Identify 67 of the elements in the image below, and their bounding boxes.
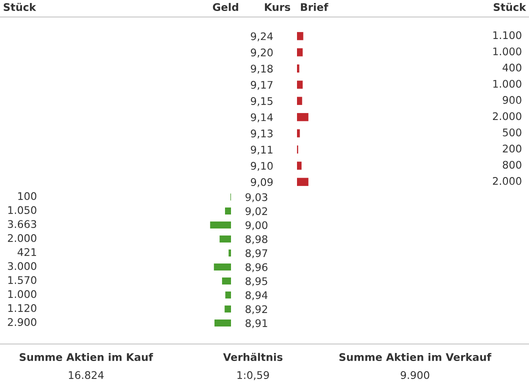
data-label: 900 (502, 96, 522, 104)
data-label: 1.050 (8, 206, 36, 214)
data-label: 200 (502, 144, 522, 153)
data-label: 100 (18, 192, 36, 200)
data-label: 1.570 (8, 276, 36, 284)
y-tick-label: 8,96 (246, 263, 268, 272)
text: Verhältnis (223, 352, 282, 362)
y-tick-label: 8,95 (246, 277, 268, 286)
data-label: 500 (502, 128, 522, 136)
bar (214, 320, 231, 326)
text: 16.824 (68, 371, 104, 380)
data-label: 1.100 (493, 31, 522, 40)
y-tick-label: 9,24 (250, 32, 273, 42)
bar (225, 208, 231, 214)
data-label: 1.000 (493, 80, 522, 88)
bar (297, 162, 302, 170)
y-tick-label: 9,13 (250, 130, 273, 138)
data-label: 1.000 (493, 47, 522, 56)
data-label: 400 (502, 64, 522, 72)
y-tick-label: 9,11 (250, 146, 272, 155)
bar (297, 80, 303, 89)
bar (224, 306, 231, 312)
y-tick-label: 9,10 (250, 162, 273, 171)
y-tick-label: 9,14 (250, 113, 273, 122)
y-tick-label: 9,20 (250, 48, 273, 58)
y-tick-label: 9,00 (246, 221, 268, 230)
text: 9.900 (400, 371, 430, 380)
data-label: 2.000 (492, 112, 522, 120)
data-label: 2.000 (492, 177, 522, 185)
bar (225, 292, 231, 298)
y-tick-label: 9,03 (246, 193, 268, 202)
y-tick-label: 8,91 (246, 319, 268, 328)
y-tick-label: 9,17 (250, 80, 272, 90)
text: Summe Aktien im Kauf (20, 352, 154, 362)
y-tick-label: 9,02 (246, 207, 268, 216)
data-label: 1.120 (8, 304, 36, 312)
bar (297, 129, 300, 138)
y-tick-label: 9,15 (250, 97, 272, 106)
data-label: 2.000 (8, 234, 36, 242)
y-tick-label: 9,09 (250, 178, 273, 188)
text: 1:0,59 (237, 371, 269, 380)
data-label: 3.663 (8, 220, 36, 228)
text: Stück (494, 2, 526, 12)
text: Summe Aktien im Verkauf (339, 352, 492, 362)
bar (297, 96, 302, 105)
bar (297, 113, 308, 122)
y-tick-label: 8,94 (246, 291, 268, 300)
data-label: 2.900 (8, 318, 36, 326)
text: Stück (4, 2, 36, 12)
bar (210, 222, 231, 228)
y-tick-label: 9,18 (250, 64, 273, 74)
bar (297, 48, 303, 56)
bar (214, 264, 231, 270)
data-label: 1.000 (8, 290, 36, 298)
text: Kurs (264, 3, 290, 12)
bar (297, 178, 308, 186)
data-label: 3.000 (8, 262, 36, 270)
y-tick-label: 8,97 (246, 249, 268, 258)
bar (220, 236, 231, 242)
y-tick-label: 8,92 (246, 305, 268, 314)
bar (297, 32, 304, 40)
text: Geld (212, 2, 238, 12)
data-label: 421 (18, 248, 36, 256)
y-tick-label: 8,98 (246, 235, 268, 244)
data-label: 800 (502, 160, 522, 169)
bar (222, 278, 231, 284)
text: Brief (300, 2, 328, 12)
